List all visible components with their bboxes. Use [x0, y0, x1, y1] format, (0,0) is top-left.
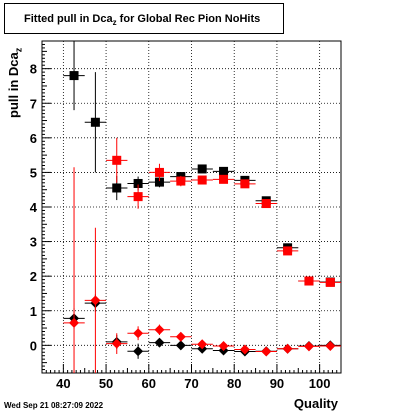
chart-title: Fitted pull in Dcaz for Global Rec Pion … — [24, 13, 260, 27]
data-point-diamond — [261, 346, 272, 357]
y-tick-label: 5 — [30, 165, 37, 180]
x-tick-label: 60 — [142, 376, 156, 391]
data-point-square — [112, 155, 122, 165]
title-main: Fitted pull in Dca — [24, 13, 113, 25]
data-point-diamond — [154, 337, 165, 348]
y-tick-label: 1 — [30, 304, 37, 319]
x-tick-label: 90 — [270, 376, 284, 391]
data-point-square — [219, 166, 229, 176]
data-point-diamond — [303, 341, 314, 352]
data-point-square — [283, 246, 293, 256]
data-point-square — [176, 176, 186, 186]
data-point-square — [154, 177, 164, 187]
data-point-diamond — [197, 339, 208, 350]
data-point-square — [112, 183, 122, 193]
data-point-square — [197, 175, 207, 185]
x-tick-label: 80 — [227, 376, 241, 391]
y-tick-label: 7 — [30, 96, 37, 111]
data-point-diamond — [133, 346, 144, 357]
data-point-diamond — [218, 341, 229, 352]
data-point-diamond — [154, 324, 165, 335]
data-point-diamond — [325, 341, 336, 352]
data-point-square — [154, 167, 164, 177]
data-point-diamond — [111, 338, 122, 349]
y-tick-label: 4 — [30, 200, 38, 215]
x-tick-label: 50 — [99, 376, 113, 391]
data-point-diamond — [239, 344, 250, 355]
data-point-square — [69, 71, 79, 81]
data-point-diamond — [133, 328, 144, 339]
data-point-square — [304, 276, 314, 286]
data-point-square — [133, 192, 143, 202]
title-rest: for Global Rec Pion NoHits — [116, 13, 261, 25]
data-point-square — [325, 277, 335, 287]
data-series-3 — [63, 167, 341, 373]
data-point-square — [133, 178, 143, 188]
data-point-square — [90, 117, 100, 127]
data-series-1 — [106, 137, 341, 287]
x-tick-label: 70 — [184, 376, 198, 391]
x-tick-label: 40 — [56, 376, 70, 391]
y-tick-label: 6 — [30, 131, 37, 146]
y-tick-label: 8 — [30, 62, 37, 77]
x-axis-label: Quality — [293, 396, 338, 411]
data-point-diamond — [175, 331, 186, 342]
data-point-diamond — [282, 343, 293, 354]
data-point-square — [197, 164, 207, 174]
data-point-diamond — [69, 317, 80, 328]
data-point-diamond — [175, 340, 186, 351]
x-tick-label: 100 — [309, 376, 331, 391]
data-point-diamond — [90, 295, 101, 306]
title-box: Fitted pull in Dcaz for Global Rec Pion … — [4, 3, 284, 34]
y-tick-label: 0 — [30, 338, 37, 353]
timestamp: Wed Sep 21 08:27:09 2022 — [4, 401, 104, 410]
y-tick-label: 3 — [30, 235, 37, 250]
data-point-square — [219, 174, 229, 184]
data-point-square — [240, 179, 250, 189]
data-point-square — [261, 199, 271, 209]
y-tick-label: 2 — [30, 269, 37, 284]
title-subscript: z — [112, 18, 117, 28]
